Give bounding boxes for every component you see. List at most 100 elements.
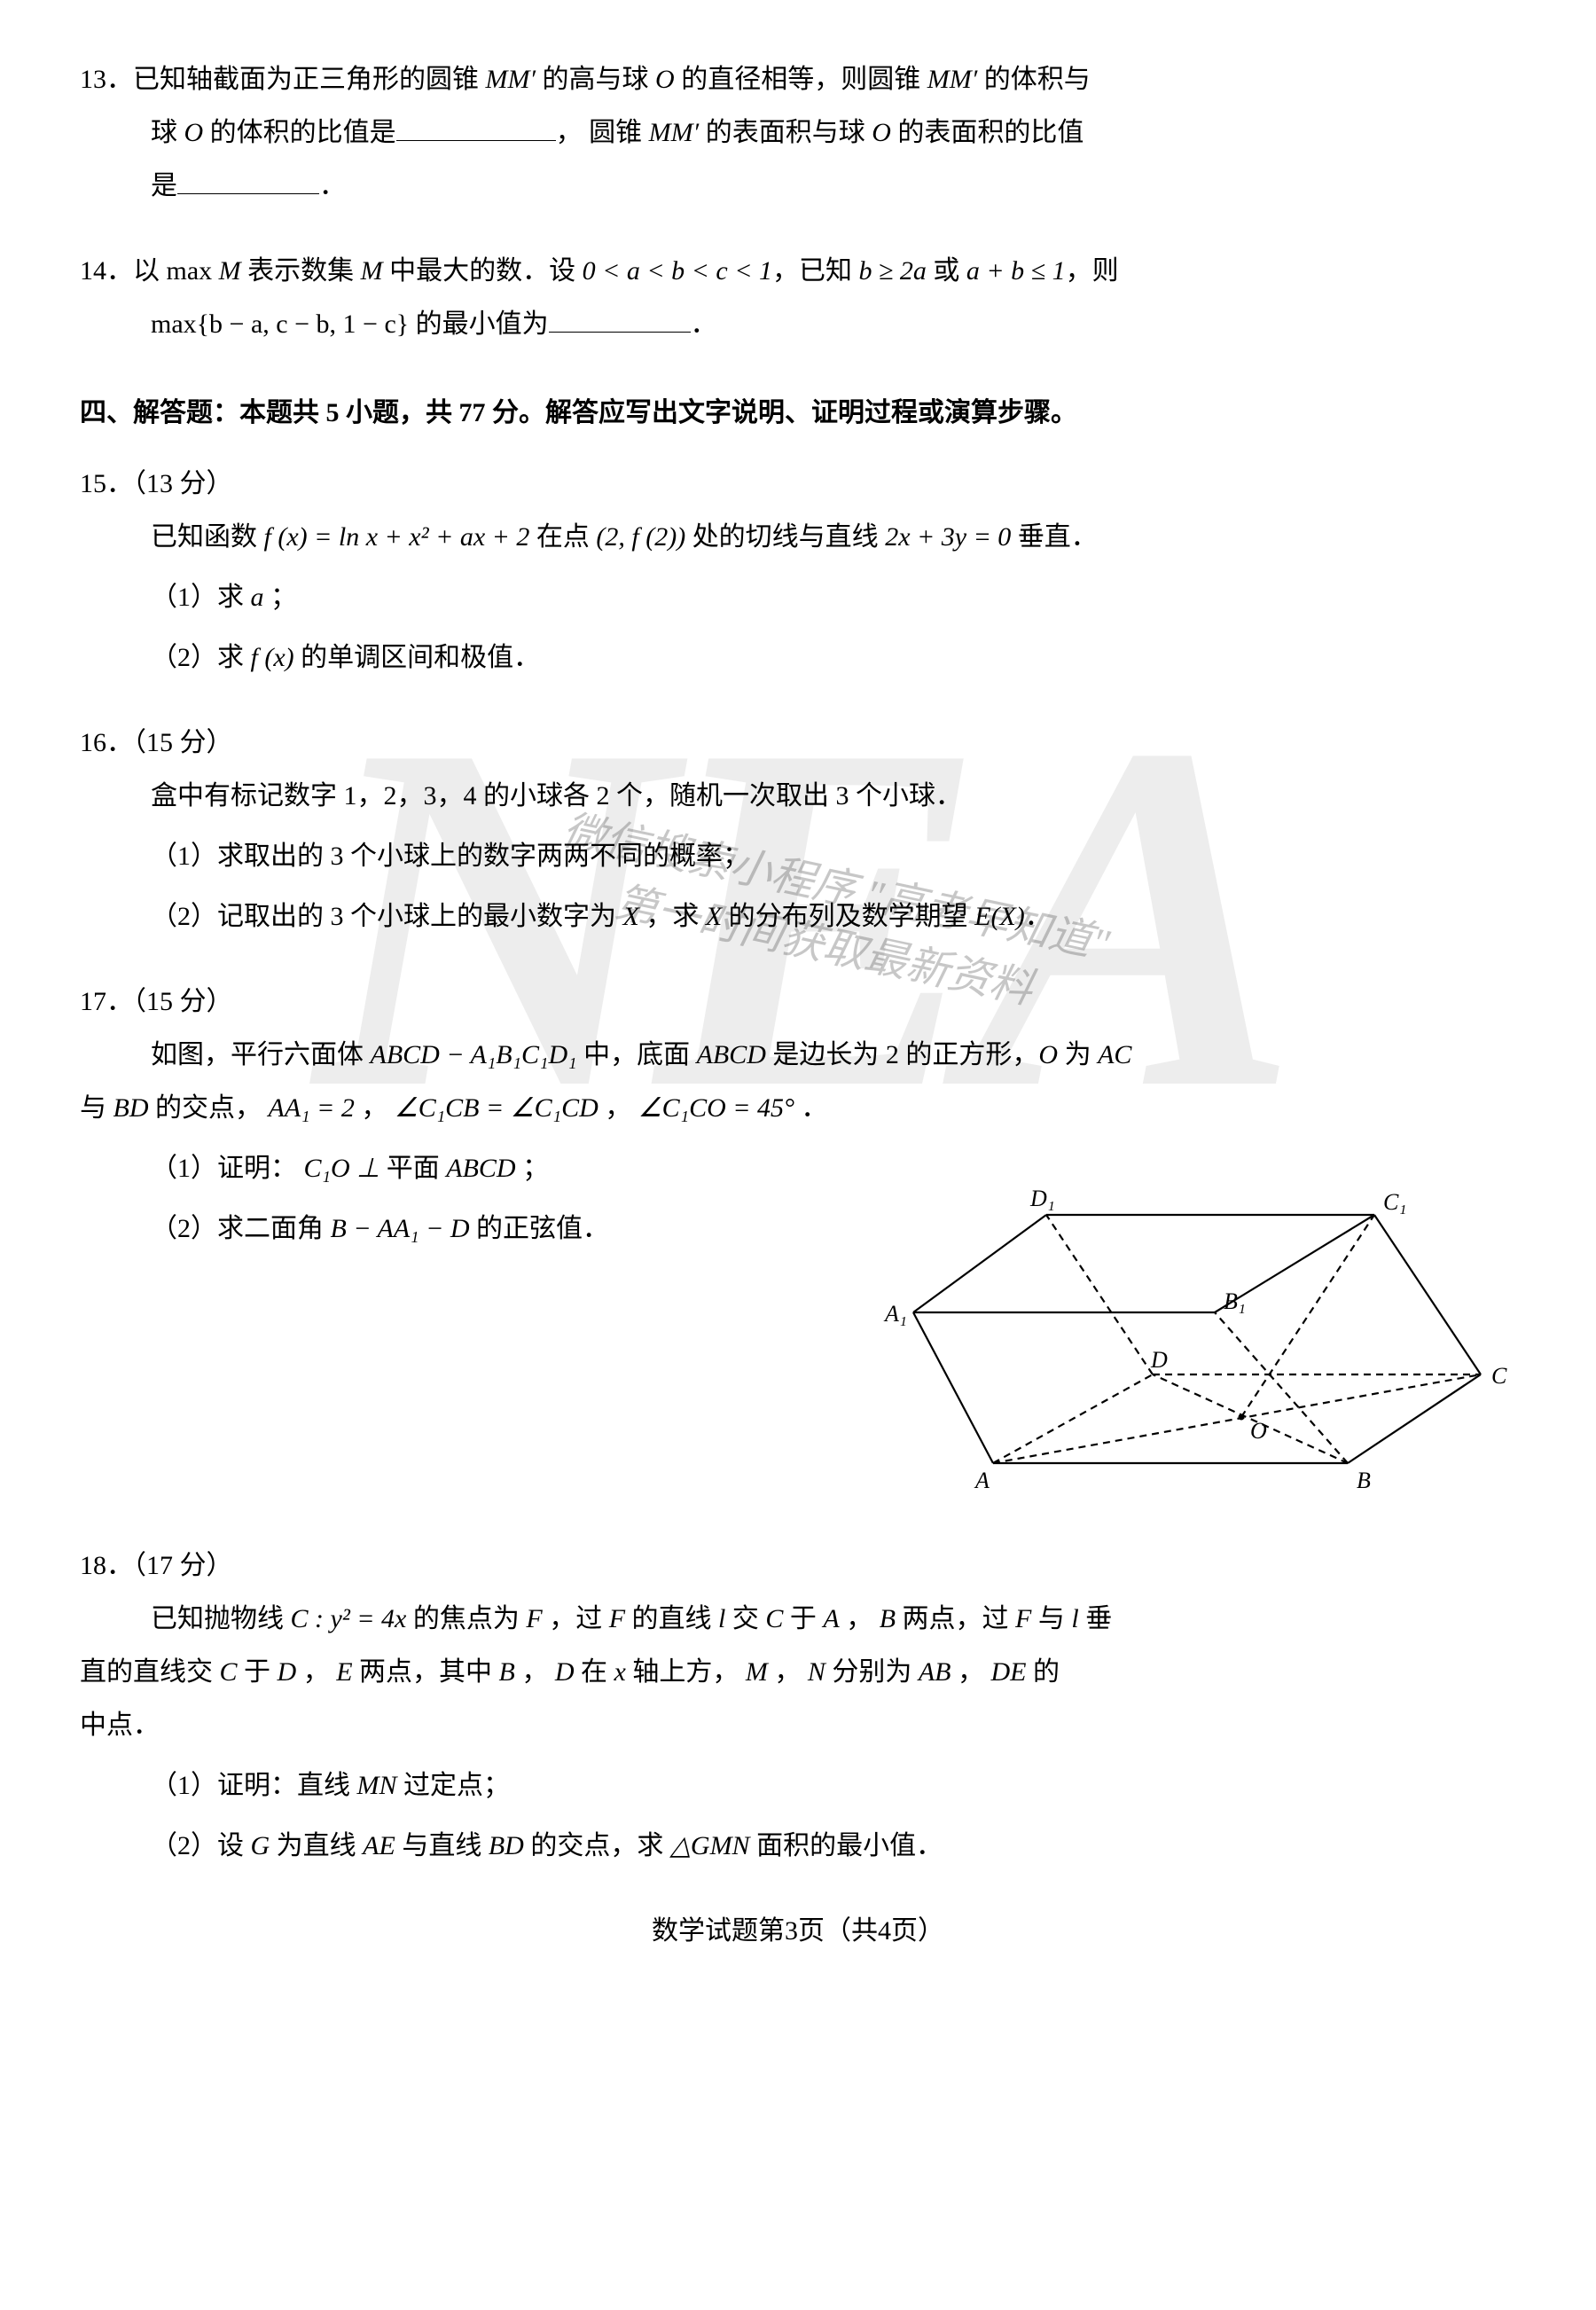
q17-tg: ， [355, 1093, 395, 1123]
page-content: 13．已知轴截面为正三角形的圆锥 MM′ 的高与球 O 的直径相等，则圆锥 MM… [80, 53, 1516, 1958]
q14-cond2: b ≥ 2a [858, 256, 926, 286]
q15-p2a: （2）求 [151, 643, 251, 672]
q18-p2c: 为直线 [270, 1831, 363, 1860]
q18-nn: N [808, 1657, 825, 1687]
q17-ta: 如图，平行六面体 [151, 1040, 371, 1069]
page-footer: 数学试题第3页（共4页） [80, 1905, 1516, 1958]
q17-o: O [1038, 1040, 1058, 1069]
parallelepiped-diagram: ABCDA₁B₁C₁D₁O [878, 1144, 1516, 1499]
blank-13-2 [177, 170, 319, 194]
q18-tt: ， [951, 1657, 991, 1687]
q15-p1b: a [251, 583, 264, 612]
q15-num: 15． [80, 469, 133, 498]
q13-ta: 已知轴截面为正三角形的圆锥 [133, 65, 486, 94]
blank-14 [549, 309, 691, 333]
q17-tb: 中，底面 [577, 1040, 697, 1069]
q18-tv: 中点． [80, 1711, 160, 1740]
q18-p2e: 与直线 [395, 1831, 489, 1860]
q13-mm3: MM′ [649, 118, 700, 147]
q14-expr: max{b − a, c − b, 1 − c} [151, 309, 409, 339]
q18-p2f: BD [489, 1831, 524, 1860]
q17-p2b: B − AA₁ − D [331, 1214, 470, 1243]
q15-td: 垂直． [1011, 522, 1098, 552]
q18-tu: 的 [1027, 1657, 1060, 1687]
q18-c3: C [220, 1657, 238, 1687]
q13-o2: O [184, 118, 204, 147]
q18-f: F [526, 1604, 542, 1633]
q13-num: 13． [80, 65, 133, 94]
q17-ang1: ∠C₁CB = ∠C₁CD [395, 1093, 598, 1123]
q14-cond1: 0 < a < b < c < 1 [583, 256, 772, 286]
q18-tr: ， [768, 1657, 808, 1687]
q18-tb: 的焦点为 [406, 1604, 526, 1633]
q18-ab: AB [919, 1657, 951, 1687]
q16-p2c: 的分布列及数学期望 [722, 902, 974, 931]
q17-aa1: AA₁ = 2 [269, 1093, 355, 1123]
q13-mm1: MM′ [486, 65, 536, 94]
q17-num: 17． [80, 987, 133, 1016]
q14-td: ，已知 [772, 256, 859, 286]
q18-ti: 与 [1031, 1604, 1071, 1633]
q18-tp: 在 [575, 1657, 614, 1687]
q15-p2b: f (x) [251, 643, 294, 672]
q18-th: 两点，过 [896, 1604, 1015, 1633]
q18-p2a: （2）设 [151, 1831, 251, 1860]
q13-period: ． [319, 171, 346, 200]
q18-d: D [278, 1657, 297, 1687]
blank-13-1 [396, 117, 556, 141]
q18-l2: l [1071, 1604, 1078, 1633]
q14-num: 14． [80, 256, 133, 286]
q16-ta: 盒中有标记数字 1，2，3，4 的小球各 2 个，随机一次取出 3 个小球． [151, 781, 962, 810]
svg-text:B: B [1357, 1468, 1371, 1493]
q15-p1c: ； [264, 583, 298, 612]
q13-tf: 的体积的比值是 [203, 118, 396, 147]
question-16: 16．（15 分） 盒中有标记数字 1，2，3，4 的小球各 2 个，随机一次取… [80, 716, 1516, 944]
question-18: 18．（17 分） 已知抛物线 C : y² = 4x 的焦点为 F ，过 F … [80, 1539, 1516, 1873]
q16-p2x2: X [706, 902, 722, 931]
q18-tc: ，过 [543, 1604, 609, 1633]
q18-f3: F [1015, 1604, 1031, 1633]
q18-d2: D [555, 1657, 575, 1687]
q18-a: A [823, 1604, 839, 1633]
q18-c2: C [765, 1604, 783, 1633]
q18-mm: M [746, 1657, 768, 1687]
q18-e: E [336, 1657, 352, 1687]
q18-tq: 轴上方， [626, 1657, 746, 1687]
q18-p1c: 过定点； [397, 1771, 511, 1800]
q17-te: 与 [80, 1093, 113, 1123]
q14-te: 或 [927, 256, 966, 286]
svg-text:A₁: A₁ [883, 1301, 907, 1327]
q18-tg: ， [840, 1604, 880, 1633]
q18-f2: F [609, 1604, 625, 1633]
q17-p1a: （1）证明： [151, 1154, 304, 1183]
q15-func: f (x) = ln x + x² + ax + 2 [264, 522, 530, 552]
q18-num: 18． [80, 1551, 133, 1580]
question-14: 14．以 max M 表示数集 M 中最大的数．设 0 < a < b < c … [80, 245, 1516, 351]
q15-ta: 已知函数 [151, 522, 264, 552]
svg-text:C: C [1491, 1363, 1507, 1389]
q14-ta: 以 [133, 256, 167, 286]
q18-p2b: G [251, 1831, 270, 1860]
q14-period: ． [691, 309, 717, 339]
q18-p1b: MN [357, 1771, 397, 1800]
q14-m2: M [361, 256, 383, 286]
q13-th: 的表面积与球 [699, 118, 872, 147]
q16-p2a: （2）记取出的 3 个小球上的最小数字为 [151, 902, 623, 931]
q18-p1a: （1）证明：直线 [151, 1771, 357, 1800]
q14-m1: M [219, 256, 241, 286]
q16-p2x: X [623, 902, 639, 931]
q17-p2c: 的正弦值． [470, 1214, 610, 1243]
q16-p2d: ． [1025, 902, 1052, 931]
q18-p2g: 的交点，求 [524, 1831, 670, 1860]
q17-p1e: ； [516, 1154, 550, 1183]
q15-line: 2x + 3y = 0 [885, 522, 1011, 552]
q13-tj: 是 [151, 171, 177, 200]
q14-tb: 表示数集 [241, 256, 361, 286]
q13-ti: 的表面积的比值 [891, 118, 1084, 147]
q18-p2i: 面积的最小值． [750, 1831, 943, 1860]
q17-solid: ABCD − A₁B₁C₁D₁ [371, 1040, 577, 1069]
q17-ti: ． [794, 1093, 828, 1123]
q15-p1a: （1）求 [151, 583, 251, 612]
q15-p2c: 的单调区间和极值． [294, 643, 541, 672]
q16-p2e: E(X) [974, 902, 1025, 931]
